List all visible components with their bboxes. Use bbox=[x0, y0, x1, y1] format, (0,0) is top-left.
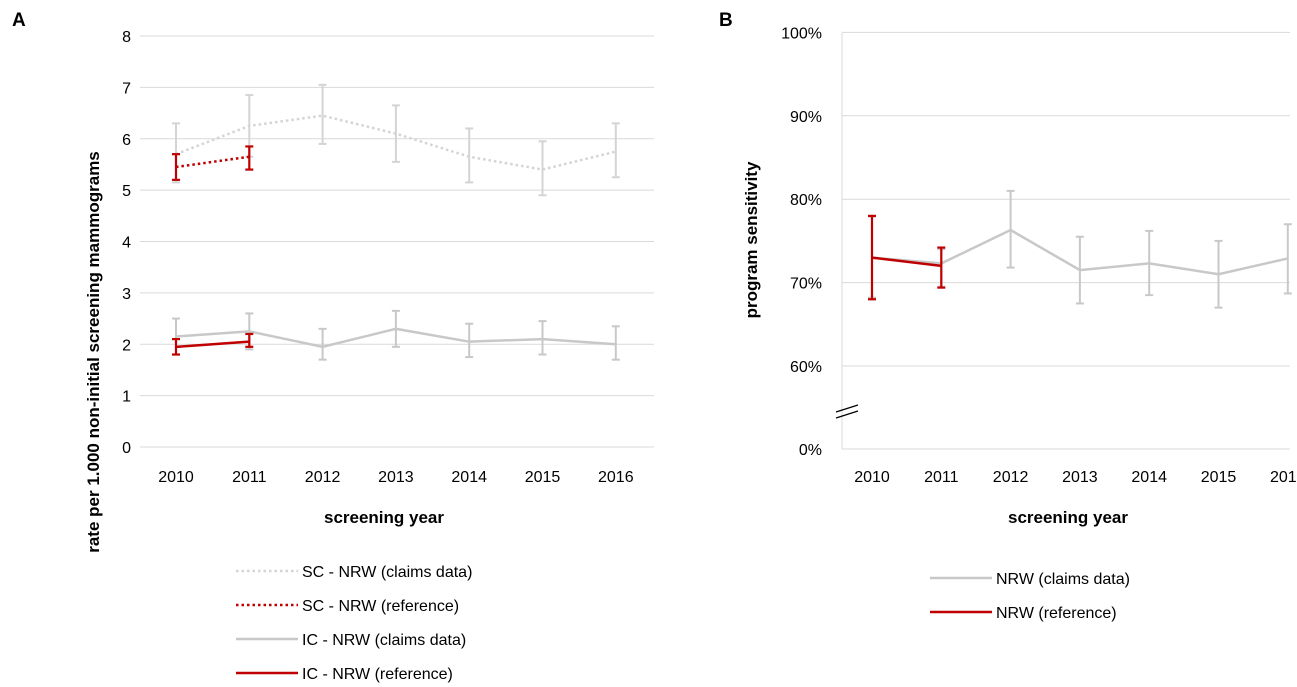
panel-b-legend-item-0: NRW (claims data) bbox=[930, 571, 1130, 588]
panel-b-y-tick-60: 60% bbox=[790, 359, 822, 376]
panel-a-series-3 bbox=[172, 332, 254, 356]
panel-a-series-3-line bbox=[175, 340, 250, 349]
panel-a-x-tick-2013: 2013 bbox=[378, 469, 414, 486]
panel-a-y-tick-1: 1 bbox=[122, 389, 131, 406]
panel-b-y-tick-80: 80% bbox=[790, 192, 822, 209]
panel-b-x-tick-2016: 2016 bbox=[1270, 469, 1297, 486]
panel-a-x-tick-2012: 2012 bbox=[305, 469, 341, 486]
panel-a-y-tick-7: 7 bbox=[122, 80, 131, 97]
panel-b-x-tick-2012: 2012 bbox=[993, 469, 1029, 486]
panel-a-series-0-errorbar bbox=[318, 83, 327, 145]
panel-b-y-tick-100: 100% bbox=[781, 25, 822, 42]
panel-a-legend-item-1: SC - NRW (reference) bbox=[236, 598, 459, 615]
panel-b-y-tick-0: 0% bbox=[799, 442, 822, 459]
panel-a-legend-item-3: IC - NRW (reference) bbox=[236, 666, 453, 683]
panel-b-series-1-errorbar bbox=[937, 246, 946, 289]
panel-a-letter: A bbox=[12, 10, 26, 31]
panel-b-x-tick-2011: 2011 bbox=[924, 469, 959, 486]
panel-a-y-tick-4: 4 bbox=[122, 235, 131, 252]
panel-b-x-tick-2013: 2013 bbox=[1062, 469, 1098, 486]
panel-a-legend-label-1: SC - NRW (reference) bbox=[302, 598, 459, 615]
panel-b-y-tick-90: 90% bbox=[790, 109, 822, 126]
panel-b-x-tick-labels: 2010 2011 2012 2013 2014 2015 2016 bbox=[854, 469, 1297, 486]
panel-a-series-0-errorbar bbox=[611, 122, 620, 179]
panel-a-legend-item-2: IC - NRW (claims data) bbox=[236, 632, 466, 649]
panel-a-series-0 bbox=[172, 83, 620, 197]
panel-a-y-tick-3: 3 bbox=[122, 286, 131, 303]
panel-b: B 0%60%70%80%90%100% 2010 2011 2012 2013 201… bbox=[719, 10, 1297, 622]
panel-a-series-2-errorbar bbox=[538, 320, 547, 356]
panel-b-axis-break-icon bbox=[835, 404, 859, 419]
panel-a-series-2-line bbox=[175, 327, 616, 349]
panel-a-x-tick-2015: 2015 bbox=[525, 469, 561, 486]
panel-a-legend-label-2: IC - NRW (claims data) bbox=[302, 632, 466, 649]
panel-a-series-1-errorbar bbox=[245, 145, 254, 171]
panel-a-y-tick-8: 8 bbox=[122, 29, 131, 46]
panel-a-x-tick-2010: 2010 bbox=[158, 469, 194, 486]
panel-a-series-2 bbox=[172, 309, 620, 361]
panel-a-y-tick-0: 0 bbox=[122, 440, 131, 457]
panel-a-series-2-errorbar bbox=[611, 325, 620, 361]
panel-b-legend-label-0: NRW (claims data) bbox=[996, 571, 1130, 588]
panel-a-legend-label-3: IC - NRW (reference) bbox=[302, 666, 453, 683]
panel-a-y-tick-labels: 0 1 2 3 4 5 6 7 8 bbox=[122, 29, 131, 457]
panel-b-y-axis-title: program sensitivity bbox=[742, 161, 761, 318]
panel-b-gridlines bbox=[841, 31, 1290, 450]
panel-a-series-3-errorbar bbox=[245, 332, 254, 348]
panel-a-x-tick-2011: 2011 bbox=[232, 469, 267, 486]
panel-a-series-2-errorbar bbox=[318, 327, 327, 361]
panel-a-series-1-line bbox=[175, 155, 250, 169]
panel-b-x-tick-2015: 2015 bbox=[1201, 469, 1237, 486]
panel-a-y-tick-2: 2 bbox=[122, 337, 131, 354]
panel-b-series-0 bbox=[868, 189, 1292, 309]
panel-a-series-1 bbox=[172, 145, 254, 181]
panel-b-y-tick-labels: 0% 60% 70% 80% 90% 100% bbox=[781, 25, 822, 459]
panel-a: A 0 1 2 3 4 5 6 7 8 2010 2011 2012 2013 2014 2015 2016… bbox=[12, 10, 654, 683]
panel-a-legend: SC - NRW (claims data) SC - NRW (referenc… bbox=[236, 564, 472, 683]
panel-a-gridlines bbox=[140, 35, 654, 448]
panel-a-x-tick-2016: 2016 bbox=[598, 469, 634, 486]
panel-a-y-tick-6: 6 bbox=[122, 132, 131, 149]
panel-a-x-tick-2014: 2014 bbox=[451, 469, 487, 486]
panel-b-x-tick-2010: 2010 bbox=[854, 469, 890, 486]
panel-a-series-0-errorbar bbox=[391, 104, 400, 163]
panel-a-legend-label-0: SC - NRW (claims data) bbox=[302, 564, 472, 581]
panel-b-legend: NRW (claims data) NRW (reference) bbox=[930, 571, 1130, 622]
panel-a-y-axis-title: rate per 1.000 non-initial screening mam… bbox=[84, 151, 103, 553]
panel-b-series-1 bbox=[868, 214, 946, 301]
panel-a-series-0-line bbox=[175, 114, 617, 171]
panel-a-x-axis-title: screening year bbox=[324, 508, 444, 527]
panel-b-y-tick-70: 70% bbox=[790, 276, 822, 293]
panel-b-x-axis-title: screening year bbox=[1008, 508, 1128, 527]
panel-a-x-tick-labels: 2010 2011 2012 2013 2014 2015 2016 bbox=[158, 469, 633, 486]
panel-b-letter: B bbox=[719, 10, 733, 31]
panel-b-legend-label-1: NRW (reference) bbox=[996, 605, 1117, 622]
panel-a-series bbox=[172, 83, 620, 361]
panel-b-series bbox=[868, 189, 1292, 309]
panel-a-series-2-errorbar bbox=[465, 322, 474, 359]
panel-b-x-tick-2014: 2014 bbox=[1131, 469, 1167, 486]
panel-b-series-1-line bbox=[871, 256, 942, 268]
panel-a-y-tick-5: 5 bbox=[122, 183, 131, 200]
panel-b-legend-item-1: NRW (reference) bbox=[930, 605, 1117, 622]
panel-a-legend-item-0: SC - NRW (claims data) bbox=[236, 564, 472, 581]
